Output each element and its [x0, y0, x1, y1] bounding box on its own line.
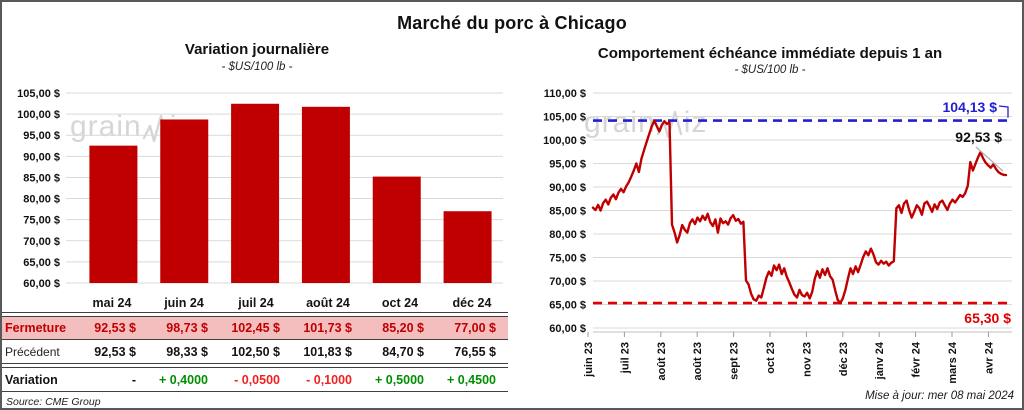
row-label-fermeture: Fermeture	[5, 321, 67, 335]
high-value-label: 104,13 $	[943, 99, 998, 115]
table-row-fermeture: Fermeture 92,53 $ 98,73 $ 102,45 $ 101,7…	[2, 317, 508, 339]
x-axis-label: janv 24	[874, 341, 886, 380]
line-chart-subtitle: - $US/100 lb -	[734, 64, 806, 76]
variation-value: + 0,4500	[446, 372, 496, 387]
precedent-value: 98,33 $	[166, 344, 208, 359]
bar-oct 24	[372, 176, 421, 283]
y-axis-label: 75,00 $	[23, 215, 60, 227]
y-axis-label: 110,00 $	[544, 88, 586, 100]
bar-mai 24	[89, 145, 138, 283]
watermark-text-pre: grain	[584, 106, 656, 139]
line-chart-title: Comportement échéance immédiate depuis 1…	[597, 45, 943, 62]
x-axis-label: déc 23	[838, 342, 850, 376]
variation-value: + 0,4000	[158, 372, 208, 387]
precedent-value: 76,55 $	[454, 344, 496, 359]
row-label-precedent: Précédent	[5, 344, 60, 359]
y-axis-label: 90,00 $	[549, 182, 586, 194]
month-header: juil 24	[238, 296, 274, 310]
variation-value: - 0,0500	[234, 372, 280, 387]
front-month-line-chart: 110,00 $ 105,00 $ 100,00 $ 95,00 $ 90,00 $ 85…	[543, 88, 1012, 384]
table-divider	[2, 312, 508, 317]
bar-chart-title: Variation journalière	[184, 41, 330, 58]
table-divider	[2, 339, 508, 340]
x-axis-label: août 23	[692, 342, 704, 381]
watermark-text-pre: grain	[70, 110, 142, 143]
y-axis-label: 95,00 $	[23, 130, 60, 142]
page-title: Marché du porc à Chicago	[397, 13, 627, 33]
bar-juil 24	[231, 103, 280, 283]
x-axis-label: mars 24	[947, 341, 959, 383]
variation-value: - 0,1000	[306, 372, 352, 387]
high-label-connector	[998, 105, 1009, 118]
y-axis-label: 70,00 $	[23, 236, 60, 248]
month-header: déc 24	[452, 296, 492, 310]
table-row-precedent: Précédent 92,53 $ 98,33 $ 102,50 $ 101,8…	[2, 340, 508, 363]
variation-value: + 0,5000	[374, 372, 424, 387]
x-axis-label: févr 24	[911, 341, 923, 377]
y-axis-label: 85,00 $	[23, 172, 60, 184]
last-label-connector	[975, 146, 1004, 172]
y-axis-label: 70,00 $	[549, 276, 586, 288]
variation-value: -	[131, 372, 136, 387]
bar-chart-subtitle: - $US/100 lb -	[221, 61, 293, 73]
row-label-variation: Variation	[5, 372, 58, 387]
y-axis-label: 100,00 $	[543, 135, 586, 147]
fermeture-value: 98,73 $	[166, 321, 208, 335]
low-value-label: 65,30 $	[964, 310, 1011, 326]
fermeture-value: 101,73 $	[303, 321, 352, 335]
y-axis-label: 85,00 $	[549, 206, 586, 218]
bar-déc 24	[443, 211, 492, 283]
table-divider	[2, 391, 508, 392]
x-axis-label: juin 23	[583, 342, 595, 378]
y-axis-label: 65,00 $	[23, 257, 60, 269]
y-axis-label: 60,00 $	[23, 278, 60, 290]
y-axis-label: 105,00 $	[543, 112, 586, 124]
fermeture-value: 77,00 $	[454, 321, 496, 335]
price-series-line	[591, 119, 1008, 305]
x-axis-label: juil 23	[619, 342, 631, 374]
table-divider	[2, 363, 508, 368]
y-axis-label: 100,00 $	[17, 109, 60, 121]
x-axis-label: août 23	[656, 342, 668, 381]
bar-juin 24	[160, 119, 209, 283]
update-note: Mise à jour: mer 08 mai 2024	[865, 390, 1014, 402]
y-axis-label: 80,00 $	[549, 229, 586, 241]
front-month-panel: Comportement échéance immédiate depuis 1…	[518, 0, 1022, 410]
table-row-variation: Variation - + 0,4000 - 0,0500 - 0,1000 +…	[2, 368, 508, 391]
fermeture-value: 85,20 $	[382, 321, 424, 335]
y-axis-label: 65,00 $	[549, 300, 586, 312]
bar-août 24	[301, 106, 350, 283]
precedent-value: 101,83 $	[303, 344, 352, 359]
x-axis-label: avr 24	[983, 341, 995, 374]
month-header: mai 24	[92, 296, 132, 310]
month-header: oct 24	[381, 296, 419, 310]
y-axis-label: 105,00 $	[17, 88, 60, 100]
fermeture-value: 92,53 $	[94, 321, 136, 335]
source-note: Source: CME Group	[6, 396, 101, 408]
month-header: juin 24	[164, 296, 204, 310]
watermark-text-post: iz	[683, 106, 708, 139]
x-axis-label: sept 23	[729, 342, 741, 380]
y-axis-label: 80,00 $	[23, 194, 60, 206]
precedent-value: 92,53 $	[94, 344, 136, 359]
last-value-label: 92,53 $	[955, 129, 1002, 145]
y-axis-label: 75,00 $	[549, 253, 586, 265]
daily-variation-bar-chart: 105,00 $ 100,00 $ 95,00 $ 90,00 $ 85,00 $ 80,…	[17, 88, 503, 290]
y-axis-label: 95,00 $	[549, 159, 586, 171]
table-month-header-row: mai 24 juin 24 juil 24 août 24 oct 24 dé…	[2, 294, 508, 312]
precedent-value: 84,70 $	[382, 344, 424, 359]
precedent-value: 102,50 $	[231, 344, 280, 359]
month-header: août 24	[306, 296, 350, 310]
x-axis-label: nov 23	[801, 342, 813, 377]
y-axis-label: 60,00 $	[549, 323, 586, 335]
y-axis-label: 90,00 $	[23, 151, 60, 163]
x-axis-label: oct 23	[765, 342, 777, 374]
contracts-table: mai 24 juin 24 juil 24 août 24 oct 24 dé…	[2, 294, 508, 408]
daily-variation-panel: Variation journalière - $US/100 lb - gra…	[2, 0, 512, 410]
fermeture-value: 102,45 $	[231, 321, 280, 335]
